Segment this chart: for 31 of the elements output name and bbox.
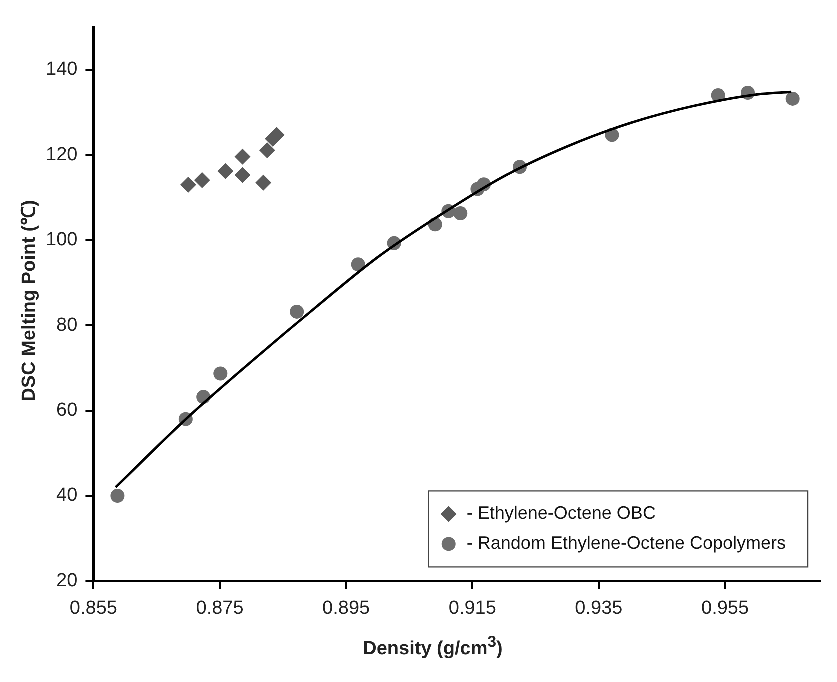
- x-tick-label: 0.895: [322, 598, 370, 619]
- y-tick-label: 140: [46, 59, 78, 80]
- point: [786, 92, 800, 106]
- point: [194, 172, 210, 188]
- point: [454, 206, 468, 221]
- point: [110, 489, 125, 503]
- legend-label: - Ethylene-Octene OBC: [466, 503, 656, 524]
- point: [351, 258, 366, 272]
- point: [180, 177, 196, 194]
- y-axis-title: DSC Melting Point (℃): [18, 199, 41, 404]
- point: [234, 148, 251, 165]
- x-tick-label: 0.875: [196, 598, 244, 619]
- point: [256, 174, 272, 191]
- y-tick-label: 40: [56, 485, 78, 506]
- y-tick-label: 100: [46, 230, 78, 251]
- y-tick-label: 60: [56, 400, 78, 422]
- y-tick-label: 80: [56, 314, 78, 336]
- point: [234, 167, 251, 184]
- x-tick-label: 0.915: [448, 598, 496, 619]
- point: [268, 127, 285, 144]
- point: [218, 163, 234, 180]
- point: [290, 304, 304, 319]
- y-tick-label: 120: [46, 144, 78, 166]
- x-tick-label: 0.855: [70, 598, 118, 619]
- x-tick-label: 0.935: [575, 598, 623, 619]
- y-tick-label: 20: [56, 570, 78, 592]
- x-axis-title: Density (g/cm$^{3}$): [362, 634, 504, 660]
- legend-label: - Random Ethylene-Octene Copolymers: [466, 533, 786, 554]
- point: [259, 142, 276, 159]
- point: [214, 366, 228, 381]
- x-tick-label: 0.955: [701, 598, 750, 619]
